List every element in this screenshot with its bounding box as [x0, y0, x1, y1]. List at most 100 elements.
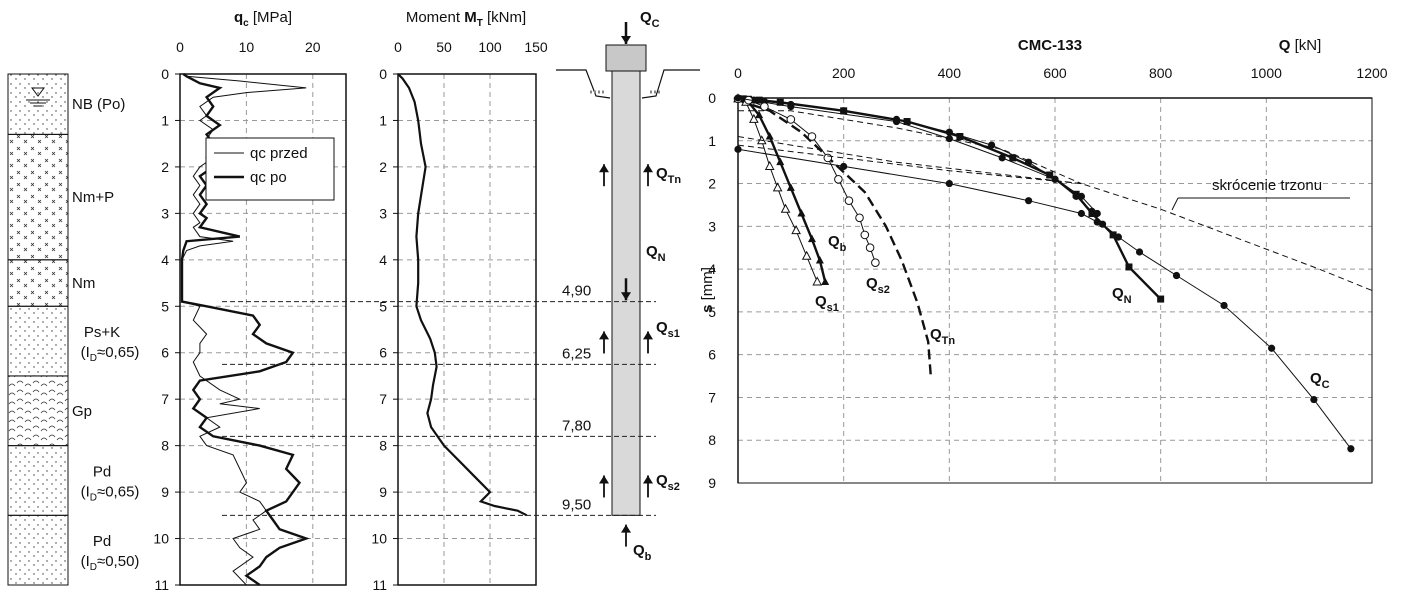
- series-qn-point: [755, 96, 763, 104]
- depth-level-label: 6,25: [562, 345, 591, 362]
- soil-layer-label: Gp: [72, 403, 92, 420]
- series-aux-point: [945, 179, 953, 188]
- soil-layer-label: Ps+K: [84, 324, 120, 341]
- soil-layer-sublabel: (ID≈0,65): [81, 344, 140, 364]
- soil-layer-label: Nm: [72, 275, 95, 292]
- soil-layer: [7, 133, 69, 261]
- force-label: Qs2: [656, 472, 680, 493]
- series-aux-point: [1077, 192, 1086, 200]
- series-qn-point: [903, 118, 911, 126]
- series-aux-point: [1077, 209, 1086, 218]
- series-qc-point: [1220, 301, 1228, 310]
- force-label: QN: [646, 243, 666, 264]
- series-qc-point: [1135, 248, 1144, 256]
- series-qc-point: [1268, 344, 1276, 352]
- series-qc-point: [1172, 271, 1181, 280]
- series-qc-point: [1347, 445, 1355, 453]
- series-qs2: [737, 98, 876, 263]
- series-qn-point: [1088, 210, 1096, 217]
- y-tick-label: 3: [379, 205, 387, 221]
- y-tick-label: 7: [161, 391, 169, 407]
- legend-label: qc przed: [250, 145, 308, 162]
- y-tick-label: 10: [153, 531, 169, 547]
- plot-frame: [397, 73, 537, 586]
- y-tick-label: 4: [379, 252, 387, 268]
- y-tick-label: 2: [379, 159, 387, 175]
- series-qb-point: [797, 209, 806, 217]
- x-tick-label: 200: [832, 65, 856, 81]
- y-tick-label: 10: [371, 531, 387, 547]
- soil-layer: [7, 305, 69, 377]
- ground-line: [556, 69, 611, 99]
- soil-layer: [7, 514, 69, 586]
- ground-line: [641, 69, 700, 99]
- force-arrow-right-head: [643, 164, 653, 173]
- soil-layer-sublabel: (ID≈0,65): [81, 483, 140, 503]
- series-aux: [737, 144, 1082, 185]
- water-table-icon: [31, 87, 45, 97]
- x-tick-label: 1000: [1251, 65, 1282, 81]
- soil-layer-label: Pd: [93, 463, 111, 480]
- x-tick-label: 600: [1043, 65, 1067, 81]
- y-tick-label: 0: [708, 90, 716, 106]
- y-tick-label: 1: [379, 112, 387, 128]
- y-tick-label: 9: [161, 484, 169, 500]
- soil-layer: [7, 375, 69, 447]
- series-qn-point: [1046, 171, 1054, 179]
- y-tick-label: 11: [154, 577, 169, 591]
- moment-series: [397, 73, 528, 517]
- y-tick-label: 7: [708, 389, 716, 405]
- y-tick-label: 5: [708, 304, 716, 320]
- qc-panel: 0 10 20 0 1 2 3 4 5 6 7 8 9 10 11 qc [MPa] qc przed qc po: [153, 9, 347, 591]
- force-label: QTn: [656, 165, 681, 186]
- series-qb-point: [776, 157, 785, 166]
- series-qs1-point: [764, 160, 775, 170]
- series-aux: [737, 97, 1098, 214]
- series-qs1-point: [812, 276, 823, 286]
- soil-column: NB (Po) Nm+P Nm Ps+K (ID≈0,65) Gp Pd (ID≈0,65) P…: [7, 73, 140, 586]
- y-tick-label: 1: [161, 112, 169, 128]
- pile-cap: [605, 44, 647, 72]
- chart-title: CMC-133: [1018, 37, 1082, 54]
- series-label-qc: QC: [1310, 370, 1330, 391]
- series-qb-point: [765, 132, 774, 140]
- series-qn-point: [840, 107, 848, 115]
- force-arrow-left-head: [599, 475, 609, 484]
- series-qs2-point: [807, 132, 817, 141]
- series-qs1-point: [791, 225, 801, 235]
- force-arrow-right-head: [643, 475, 653, 484]
- y-tick-label: 0: [161, 66, 169, 82]
- y-tick-label: 0: [379, 66, 387, 82]
- x-tick-label: 150: [524, 39, 548, 55]
- y-tick-label: 4: [161, 252, 169, 268]
- soil-layer: [7, 445, 69, 516]
- series-qs2-point: [844, 196, 854, 205]
- plot-frame: [179, 73, 347, 586]
- series-label-qb: Qb: [828, 233, 847, 254]
- legend-box: [205, 137, 335, 201]
- series-aux-point: [1051, 175, 1059, 183]
- y-tick-label: 6: [161, 345, 169, 361]
- series-qn-point: [776, 98, 784, 106]
- series-aux: [738, 110, 1082, 185]
- soil-layer: [7, 73, 69, 135]
- y-tick-label: 3: [708, 218, 716, 234]
- series-qn-point: [1072, 190, 1080, 198]
- depth-level-label: 4,90: [562, 283, 591, 300]
- series-qs2-point: [865, 243, 875, 253]
- force-arrow-left-head: [599, 164, 609, 173]
- series-qs1-point: [801, 250, 812, 260]
- series-qb-point: [786, 183, 795, 191]
- y-tick-label: 9: [708, 475, 716, 491]
- x-tick-label: 400: [938, 65, 962, 81]
- y-tick-label: 8: [379, 438, 387, 454]
- pile-scheme: 4,90 6,25 7,80 9,50: [222, 22, 700, 547]
- y-tick-label: 7: [379, 391, 387, 407]
- series-qs1-point: [749, 113, 759, 123]
- series-qs2-point: [860, 230, 870, 240]
- series-qs2-point: [760, 102, 769, 111]
- x-tick-label: 50: [436, 39, 452, 55]
- series-qs2-point: [855, 213, 864, 223]
- series-qc-point: [1310, 395, 1318, 404]
- y-tick-label: 11: [372, 577, 387, 591]
